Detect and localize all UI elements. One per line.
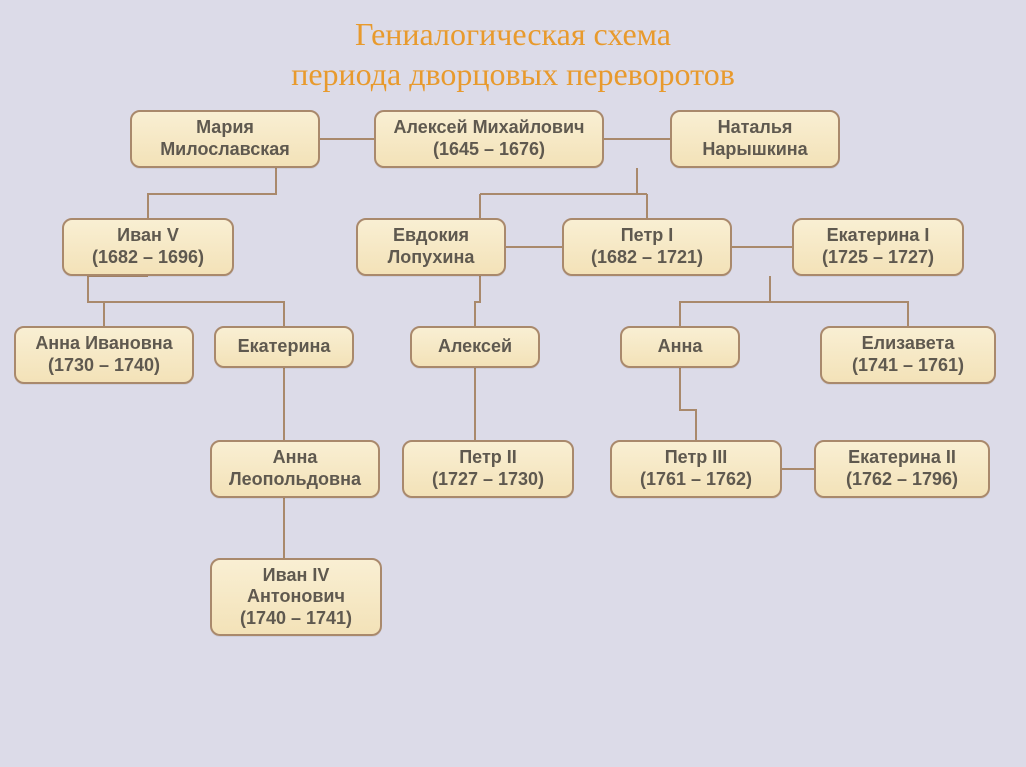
node-natalia-naryshkina: НатальяНарышкина [670, 110, 840, 168]
node-alexey-mikhailovich: Алексей Михайлович(1645 – 1676) [374, 110, 604, 168]
node-ivan-v: Иван V(1682 – 1696) [62, 218, 234, 276]
edge [680, 368, 696, 440]
edge [680, 276, 770, 326]
node-petr-ii: Петр II(1727 – 1730) [402, 440, 574, 498]
node-elizaveta: Елизавета(1741 – 1761) [820, 326, 996, 384]
edge [148, 168, 276, 218]
node-petr-iii: Петр III(1761 – 1762) [610, 440, 782, 498]
edge [88, 276, 104, 326]
title-line-1: Гениалогическая схема [355, 16, 671, 52]
edge [88, 276, 284, 326]
node-maria-miloslavskaya: МарияМилославская [130, 110, 320, 168]
node-anna: Анна [620, 326, 740, 368]
edge [770, 276, 908, 326]
node-ivan-iv-antonovich: Иван IVАнтонович(1740 – 1741) [210, 558, 382, 636]
title-line-2: периода дворцовых переворотов [291, 56, 735, 92]
genealogy-diagram: Гениалогическая схема периода дворцовых … [0, 0, 1026, 767]
edge [475, 276, 480, 326]
node-anna-ivanovna: Анна Ивановна(1730 – 1740) [14, 326, 194, 384]
node-ekaterina-i: Екатерина I(1725 – 1727) [792, 218, 964, 276]
node-petr-i: Петр I(1682 – 1721) [562, 218, 732, 276]
node-ekaterina-ii: Екатерина II(1762 – 1796) [814, 440, 990, 498]
node-anna-leopoldovna: АннаЛеопольдовна [210, 440, 380, 498]
diagram-title: Гениалогическая схема периода дворцовых … [0, 14, 1026, 94]
node-alexey: Алексей [410, 326, 540, 368]
node-evdokia-lopukhina: ЕвдокияЛопухина [356, 218, 506, 276]
node-ekaterina: Екатерина [214, 326, 354, 368]
